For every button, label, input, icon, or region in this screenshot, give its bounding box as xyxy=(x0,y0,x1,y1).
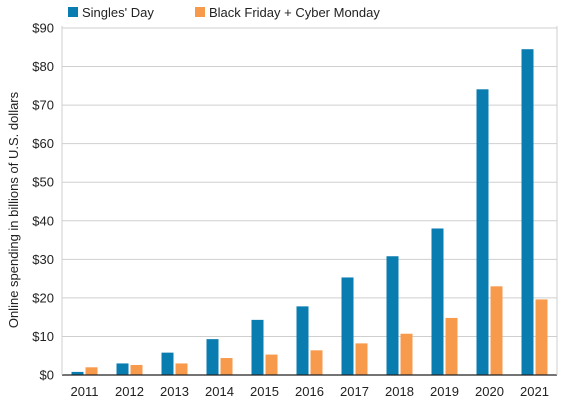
y-tick-label: $30 xyxy=(32,252,54,267)
legend-swatch xyxy=(68,7,78,17)
x-tick-label: 2013 xyxy=(160,384,189,399)
x-tick-label: 2020 xyxy=(475,384,504,399)
bar-black-friday-cyber-monday xyxy=(445,317,458,375)
x-tick-label: 2019 xyxy=(430,384,459,399)
bar-black-friday-cyber-monday xyxy=(220,358,233,375)
bar-singles-day xyxy=(116,363,129,375)
y-tick-label: $70 xyxy=(32,98,54,113)
y-tick-label: $20 xyxy=(32,290,54,305)
bar-black-friday-cyber-monday xyxy=(265,354,278,375)
x-tick-label: 2012 xyxy=(115,384,144,399)
x-tick-label: 2018 xyxy=(385,384,414,399)
bar-black-friday-cyber-monday xyxy=(310,350,323,375)
x-tick-label: 2011 xyxy=(71,384,99,399)
bar-singles-day xyxy=(296,306,309,375)
y-tick-label: $80 xyxy=(32,59,54,74)
bar-black-friday-cyber-monday xyxy=(355,343,368,375)
bar-singles-day xyxy=(386,256,399,375)
y-axis-label: Online spending in billions of U.S. doll… xyxy=(6,91,21,328)
bar-singles-day xyxy=(206,339,219,375)
y-tick-label: $50 xyxy=(32,175,54,190)
axes: $0 $10 $20 $30 $40 $50 $60 $70 $80 $90 2011 2012 201… xyxy=(32,21,558,399)
bar-singles-day xyxy=(71,371,84,375)
bar-singles-day xyxy=(341,277,354,375)
y-tick-label: $10 xyxy=(32,329,54,344)
x-tick-label: 2016 xyxy=(295,384,324,399)
y-tick-label: $90 xyxy=(32,21,54,36)
x-tick-label: 2021 xyxy=(520,384,549,399)
bars xyxy=(71,49,548,375)
bar-black-friday-cyber-monday xyxy=(400,333,413,375)
legend-label: Singles' Day xyxy=(82,5,154,20)
x-tick-label: 2017 xyxy=(340,384,369,399)
legend-swatch xyxy=(195,7,205,17)
bar-black-friday-cyber-monday xyxy=(535,299,548,375)
bar-singles-day xyxy=(521,49,534,375)
bar-black-friday-cyber-monday xyxy=(85,367,98,375)
bar-black-friday-cyber-monday xyxy=(490,286,503,375)
y-tick-label: $0 xyxy=(40,368,54,383)
x-tick-label: 2015 xyxy=(250,384,279,399)
bar-singles-day xyxy=(431,228,444,375)
x-tick-label: 2014 xyxy=(205,384,234,399)
y-tick-label: $40 xyxy=(32,213,54,228)
bar-singles-day xyxy=(161,352,174,375)
gridlines xyxy=(62,27,557,337)
bar-singles-day xyxy=(251,319,264,375)
legend: Singles' Day Black Friday + Cyber Monday xyxy=(68,5,380,20)
bar-black-friday-cyber-monday xyxy=(175,363,188,375)
y-tick-label: $60 xyxy=(32,136,54,151)
bar-singles-day xyxy=(476,89,489,375)
legend-label: Black Friday + Cyber Monday xyxy=(209,5,380,20)
bar-black-friday-cyber-monday xyxy=(130,364,143,375)
